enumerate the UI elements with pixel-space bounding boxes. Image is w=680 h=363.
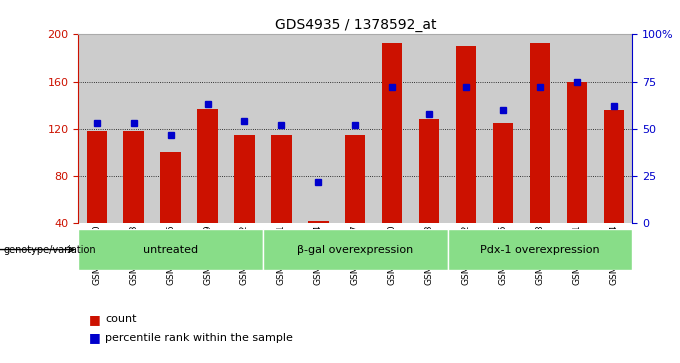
Bar [374, 34, 411, 223]
Bar [447, 34, 485, 223]
Title: GDS4935 / 1378592_at: GDS4935 / 1378592_at [275, 18, 436, 32]
Bar [308, 221, 328, 223]
Bar [493, 123, 513, 223]
Bar [604, 110, 624, 223]
Text: count: count [105, 314, 137, 325]
Bar [567, 82, 587, 223]
Text: β-gal overexpression: β-gal overexpression [297, 245, 413, 254]
Bar [115, 34, 152, 223]
Bar [263, 34, 300, 223]
Bar [197, 109, 218, 223]
Bar [522, 34, 558, 223]
Bar [189, 34, 226, 223]
Bar [300, 34, 337, 223]
Bar [345, 135, 365, 223]
Bar [485, 34, 522, 223]
Bar [78, 229, 263, 270]
Bar [558, 34, 596, 223]
Bar [530, 43, 550, 223]
Bar [235, 135, 254, 223]
Bar [271, 135, 292, 223]
Bar [152, 34, 189, 223]
Bar [411, 34, 447, 223]
Bar [596, 34, 632, 223]
Bar [456, 46, 476, 223]
Text: ■: ■ [88, 313, 100, 326]
Bar [86, 131, 107, 223]
Bar [382, 43, 403, 223]
Bar [419, 119, 439, 223]
Text: untreated: untreated [143, 245, 198, 254]
Bar [447, 229, 632, 270]
Text: genotype/variation: genotype/variation [3, 245, 96, 254]
Text: Pdx-1 overexpression: Pdx-1 overexpression [480, 245, 600, 254]
Bar [226, 34, 263, 223]
Bar [124, 131, 143, 223]
Text: percentile rank within the sample: percentile rank within the sample [105, 333, 293, 343]
Text: ■: ■ [88, 331, 100, 344]
Bar [337, 34, 374, 223]
Bar [263, 229, 447, 270]
Bar [78, 34, 115, 223]
Bar [160, 152, 181, 223]
